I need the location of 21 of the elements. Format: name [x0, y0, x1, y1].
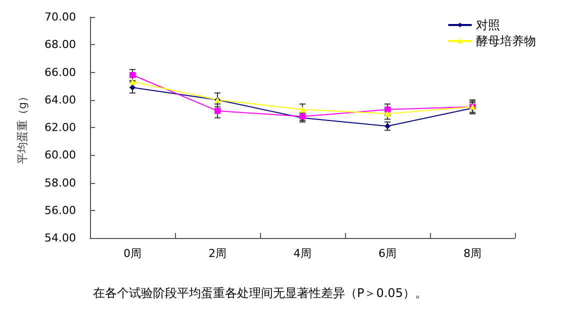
y-tick-label: 56.00	[44, 204, 76, 217]
y-tick-label: 62.00	[44, 121, 76, 134]
text: 在各个试验阶段平均蛋重各处理间无显著性差异（P＞0.05）。	[93, 286, 427, 300]
x-tick-label: 6周	[378, 247, 396, 260]
x-tick-label: 2周	[208, 247, 226, 260]
legend-label: 酵母培养物	[476, 34, 536, 48]
y-axis-title: 平均蛋重（g）	[16, 91, 29, 164]
y-tick-label: 70.00	[44, 10, 76, 24]
y-tick-label: 68.00	[44, 38, 76, 52]
x-tick-label: 0周	[124, 247, 142, 260]
y-tick-label: 64.00	[44, 93, 76, 106]
x-tick-label: 4周	[294, 247, 312, 260]
y-tick-label: 60.00	[44, 148, 76, 162]
y-tick-label: 58.00	[44, 176, 76, 190]
point	[130, 84, 136, 90]
point	[384, 106, 390, 113]
y-tick-label: 66.00	[44, 66, 76, 79]
y-tick-label: 54.00	[44, 232, 76, 244]
legend-label: 对照	[476, 18, 500, 32]
x-tick-label: 8周	[464, 247, 482, 260]
point	[130, 72, 136, 78]
